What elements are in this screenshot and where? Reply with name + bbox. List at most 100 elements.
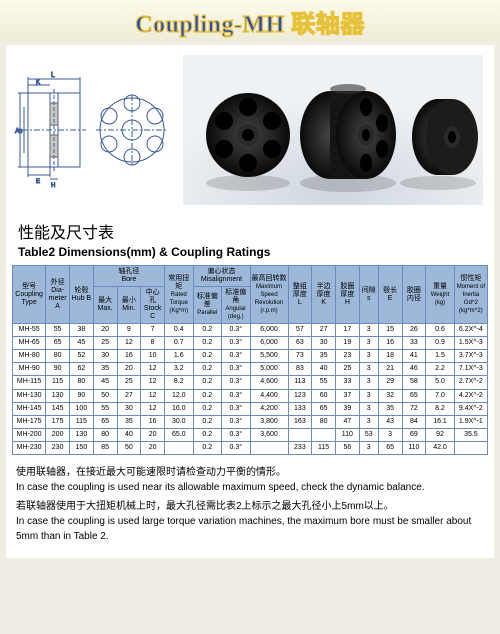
table-cell: 26 (402, 324, 426, 337)
table-row: MH-20020013080402065.00.20.3°3,600110533… (13, 428, 488, 441)
table-cell: 45 (93, 376, 117, 389)
table-cell: 0.2 (193, 350, 222, 363)
table-cell: 80 (312, 415, 336, 428)
table-cell: 0.3° (222, 402, 251, 415)
table-cell: 113 (288, 376, 312, 389)
table-cell: 6,000 (250, 337, 288, 350)
page-title: Coupling-MH 联轴器 (0, 0, 500, 41)
table-cell: 62 (70, 363, 94, 376)
table-cell: 65 (312, 402, 336, 415)
table-cell: 5.0 (426, 376, 455, 389)
table-cell: MH-55 (13, 324, 46, 337)
table-cell: MH-130 (13, 389, 46, 402)
table-cell: 73 (288, 350, 312, 363)
table-cell: 1.5 (426, 350, 455, 363)
table-cell: 42.0 (426, 441, 455, 454)
table-cell: 110 (402, 441, 426, 454)
table-cell: 20 (93, 324, 117, 337)
table-cell: 115 (70, 415, 94, 428)
content-panel: A B L K H E (6, 45, 494, 558)
table-cell: 38 (70, 324, 94, 337)
table-cell: 0.3° (222, 376, 251, 389)
table-cell: 7 (141, 324, 165, 337)
table-row: MH-9090623520123.20.20.3°5,0008340253214… (13, 363, 488, 376)
table-row: MH-55553820970.40.20.3°6,000572717315260… (13, 324, 488, 337)
table-cell: 8.2 (426, 402, 455, 415)
table-cell: 3 (359, 376, 378, 389)
table-cell: 2.7X^-2 (454, 376, 487, 389)
table-cell: MH-115 (13, 376, 46, 389)
table-cell: 55 (312, 376, 336, 389)
table-cell: 3 (359, 324, 378, 337)
table-cell: 133 (288, 402, 312, 415)
table-cell: 33 (402, 337, 426, 350)
table-cell: MH-80 (13, 350, 46, 363)
table-cell: 16 (141, 415, 165, 428)
table-cell: 9.4X^-2 (454, 402, 487, 415)
note-1-cn: 使用联轴器，在接近最大可能速限时请检查动力平衡的情形。 (16, 467, 286, 478)
table-cell: 0.3° (222, 324, 251, 337)
table-cell: 0.3° (222, 415, 251, 428)
table-cell: 57 (288, 324, 312, 337)
table-cell: MH-175 (13, 415, 46, 428)
table-cell: 3 (378, 428, 402, 441)
table-cell: 12 (141, 389, 165, 402)
table-cell: 4.2X^-2 (454, 389, 487, 402)
table-cell: 90 (70, 389, 94, 402)
table-cell: 0.9 (426, 337, 455, 350)
table-cell: 12 (141, 363, 165, 376)
table-cell: 43 (378, 415, 402, 428)
table-cell (250, 441, 288, 454)
table-cell: 37 (336, 389, 360, 402)
table-cell: 55 (46, 324, 70, 337)
table-cell: 12 (117, 337, 141, 350)
table-cell: 9 (117, 324, 141, 337)
table-cell: 3,600 (250, 428, 288, 441)
table-cell: 3 (359, 415, 378, 428)
table-cell: 40 (117, 428, 141, 441)
table-cell: 4,400 (250, 389, 288, 402)
table-cell: 0.2 (193, 337, 222, 350)
table-cell: 25 (117, 376, 141, 389)
note-2-cn: 若联轴器使用于大扭矩机械上时，最大孔径需比表2上标示之最大孔径小上5mm以上。 (16, 501, 394, 512)
table-cell: 3 (359, 363, 378, 376)
table-cell: 65.0 (165, 428, 194, 441)
table-cell: 84 (402, 415, 426, 428)
table-cell: 10 (141, 350, 165, 363)
table-cell: 55 (93, 402, 117, 415)
table-cell: 145 (46, 402, 70, 415)
table-cell: 18 (378, 350, 402, 363)
table-cell: 30 (117, 402, 141, 415)
table-cell: 83 (288, 363, 312, 376)
table-cell: 35 (117, 415, 141, 428)
table-cell: 30 (93, 350, 117, 363)
table-row: MH-1301309050271212.00.20.3°4,4001236037… (13, 389, 488, 402)
table-cell: 0.2 (193, 428, 222, 441)
table-row: MH-2302301508550200.20.3°233115563651104… (13, 441, 488, 454)
table-cell: 0.3° (222, 337, 251, 350)
table-cell: 230 (46, 441, 70, 454)
notes: 使用联轴器，在接近最大可能速限时请检查动力平衡的情形。 In case the … (12, 465, 488, 544)
table-cell: 65 (402, 389, 426, 402)
table-cell: 0.6 (426, 324, 455, 337)
table-cell: 0.2 (193, 415, 222, 428)
caption-en: Table2 Dimensions(mm) & Coupling Ratings (18, 245, 488, 259)
table-cell: 123 (288, 389, 312, 402)
table-cell: 16 (117, 350, 141, 363)
table-cell: 46 (402, 363, 426, 376)
table-cell: MH-145 (13, 402, 46, 415)
table-cell: 20 (117, 363, 141, 376)
table-cell: 30 (312, 337, 336, 350)
table-cell: 175 (46, 415, 70, 428)
table-cell (165, 441, 194, 454)
table-cell: 80 (70, 376, 94, 389)
svg-text:L: L (51, 72, 55, 79)
table-cell: 0.2 (193, 389, 222, 402)
table-cell: 32 (378, 389, 402, 402)
svg-text:E: E (36, 179, 40, 185)
table-row: MH-17517511565351630.00.20.3°3,800163804… (13, 415, 488, 428)
table-cell: 0.3° (222, 389, 251, 402)
table-row: MH-656545251280.70.20.3°6,00063301931633… (13, 337, 488, 350)
table-cell: 80 (46, 350, 70, 363)
schematic-drawing: A B L K H E (14, 55, 174, 205)
